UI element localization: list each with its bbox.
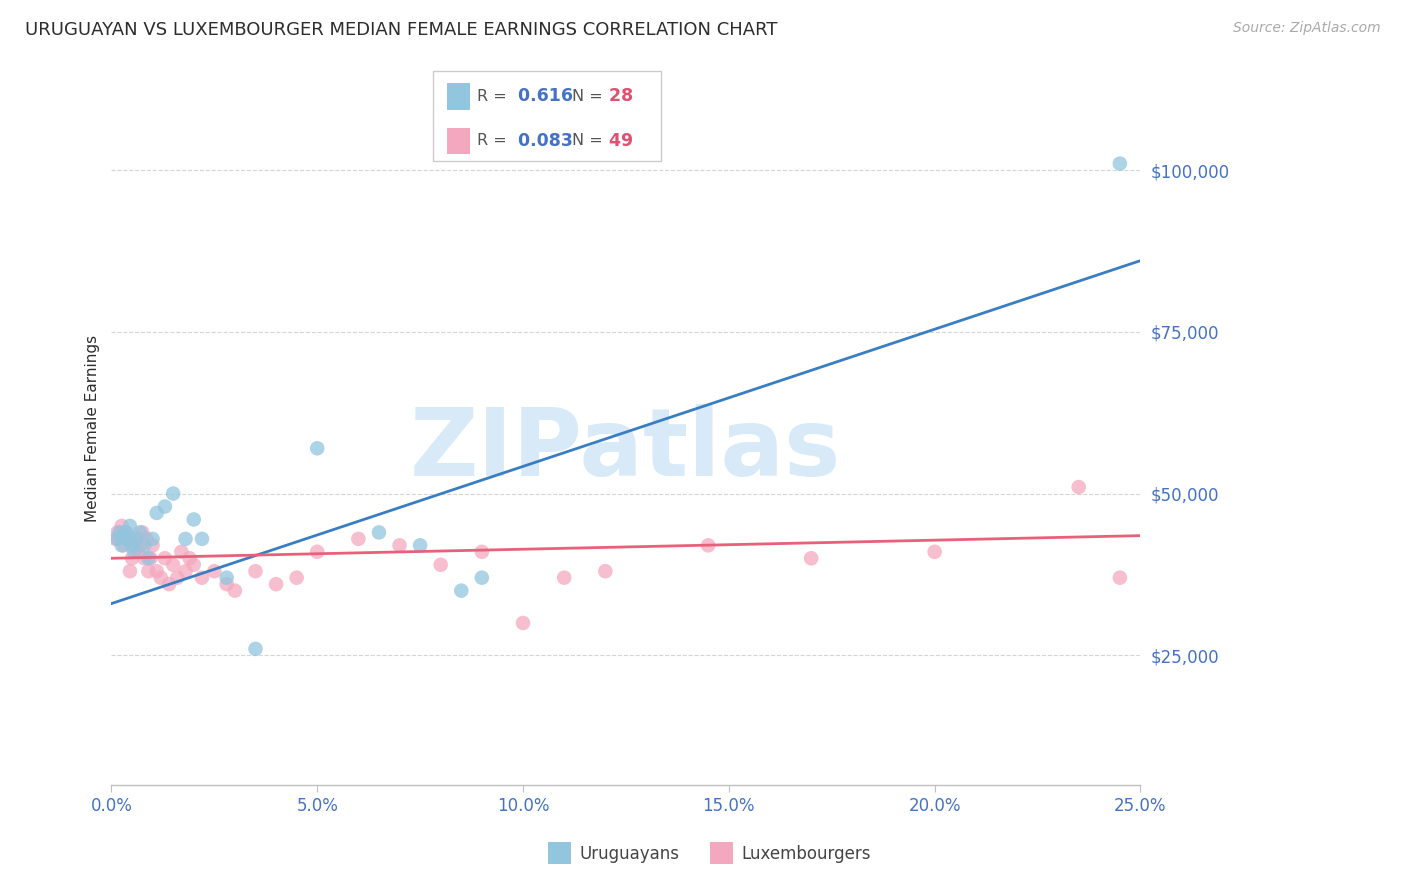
- Point: [139, 551, 162, 566]
- Text: Luxembourgers: Luxembourgers: [741, 845, 870, 863]
- Point: [122, 545, 145, 559]
- Point: [183, 512, 205, 526]
- Point: [1109, 571, 1132, 585]
- Point: [138, 564, 160, 578]
- Point: [138, 551, 160, 566]
- Point: [245, 641, 267, 656]
- Point: [127, 545, 149, 559]
- Point: [191, 571, 214, 585]
- Point: [183, 558, 205, 572]
- Point: [368, 525, 391, 540]
- Point: [285, 571, 308, 585]
- Point: [429, 558, 451, 572]
- Point: [162, 558, 184, 572]
- Point: [114, 525, 136, 540]
- Text: Source: ZipAtlas.com: Source: ZipAtlas.com: [1233, 21, 1381, 36]
- Point: [121, 551, 143, 566]
- Text: ZIPatlas: ZIPatlas: [411, 404, 842, 496]
- Point: [166, 571, 188, 585]
- Point: [409, 538, 432, 552]
- Point: [153, 500, 176, 514]
- Point: [134, 551, 156, 566]
- Point: [264, 577, 287, 591]
- Point: [191, 532, 214, 546]
- Point: [111, 519, 134, 533]
- Point: [512, 615, 534, 630]
- Point: [125, 532, 148, 546]
- Point: [215, 577, 238, 591]
- Point: [104, 532, 127, 546]
- Text: 0.616: 0.616: [512, 87, 572, 105]
- Point: [107, 525, 129, 540]
- Point: [108, 532, 131, 546]
- Point: [800, 551, 823, 566]
- Point: [153, 551, 176, 566]
- Y-axis label: Median Female Earnings: Median Female Earnings: [86, 335, 100, 523]
- Point: [107, 532, 129, 546]
- Point: [108, 525, 131, 540]
- Point: [112, 538, 135, 552]
- Text: 28: 28: [603, 87, 634, 105]
- Point: [215, 571, 238, 585]
- Point: [142, 538, 165, 552]
- Point: [142, 532, 165, 546]
- Point: [170, 545, 193, 559]
- Point: [149, 571, 172, 585]
- Text: 49: 49: [603, 132, 633, 150]
- Point: [307, 442, 329, 456]
- Point: [111, 538, 134, 552]
- Point: [697, 538, 720, 552]
- Point: [1067, 480, 1090, 494]
- Point: [924, 545, 946, 559]
- Text: R =: R =: [477, 89, 506, 103]
- Text: 0.083: 0.083: [512, 132, 572, 150]
- Point: [112, 528, 135, 542]
- Point: [134, 538, 156, 552]
- Point: [125, 532, 148, 546]
- Point: [347, 532, 370, 546]
- Point: [553, 571, 575, 585]
- Point: [118, 564, 141, 578]
- Text: Uruguayans: Uruguayans: [579, 845, 679, 863]
- Point: [595, 564, 617, 578]
- Point: [118, 519, 141, 533]
- Point: [388, 538, 411, 552]
- Point: [129, 538, 152, 552]
- Point: [162, 486, 184, 500]
- Point: [117, 532, 139, 546]
- Text: N =: N =: [572, 134, 603, 148]
- Point: [121, 538, 143, 552]
- Point: [145, 564, 167, 578]
- Point: [224, 583, 246, 598]
- Point: [471, 571, 494, 585]
- Point: [450, 583, 472, 598]
- Point: [122, 538, 145, 552]
- Text: URUGUAYAN VS LUXEMBOURGER MEDIAN FEMALE EARNINGS CORRELATION CHART: URUGUAYAN VS LUXEMBOURGER MEDIAN FEMALE …: [25, 21, 778, 39]
- Point: [157, 577, 180, 591]
- Point: [129, 525, 152, 540]
- Point: [471, 545, 494, 559]
- Point: [307, 545, 329, 559]
- Text: N =: N =: [572, 89, 603, 103]
- Point: [179, 551, 201, 566]
- Point: [202, 564, 225, 578]
- Point: [145, 506, 167, 520]
- Point: [131, 525, 153, 540]
- Point: [1109, 156, 1132, 170]
- Point: [117, 532, 139, 546]
- Point: [135, 532, 157, 546]
- Point: [114, 525, 136, 540]
- Text: R =: R =: [477, 134, 506, 148]
- Point: [174, 564, 197, 578]
- Point: [245, 564, 267, 578]
- Point: [174, 532, 197, 546]
